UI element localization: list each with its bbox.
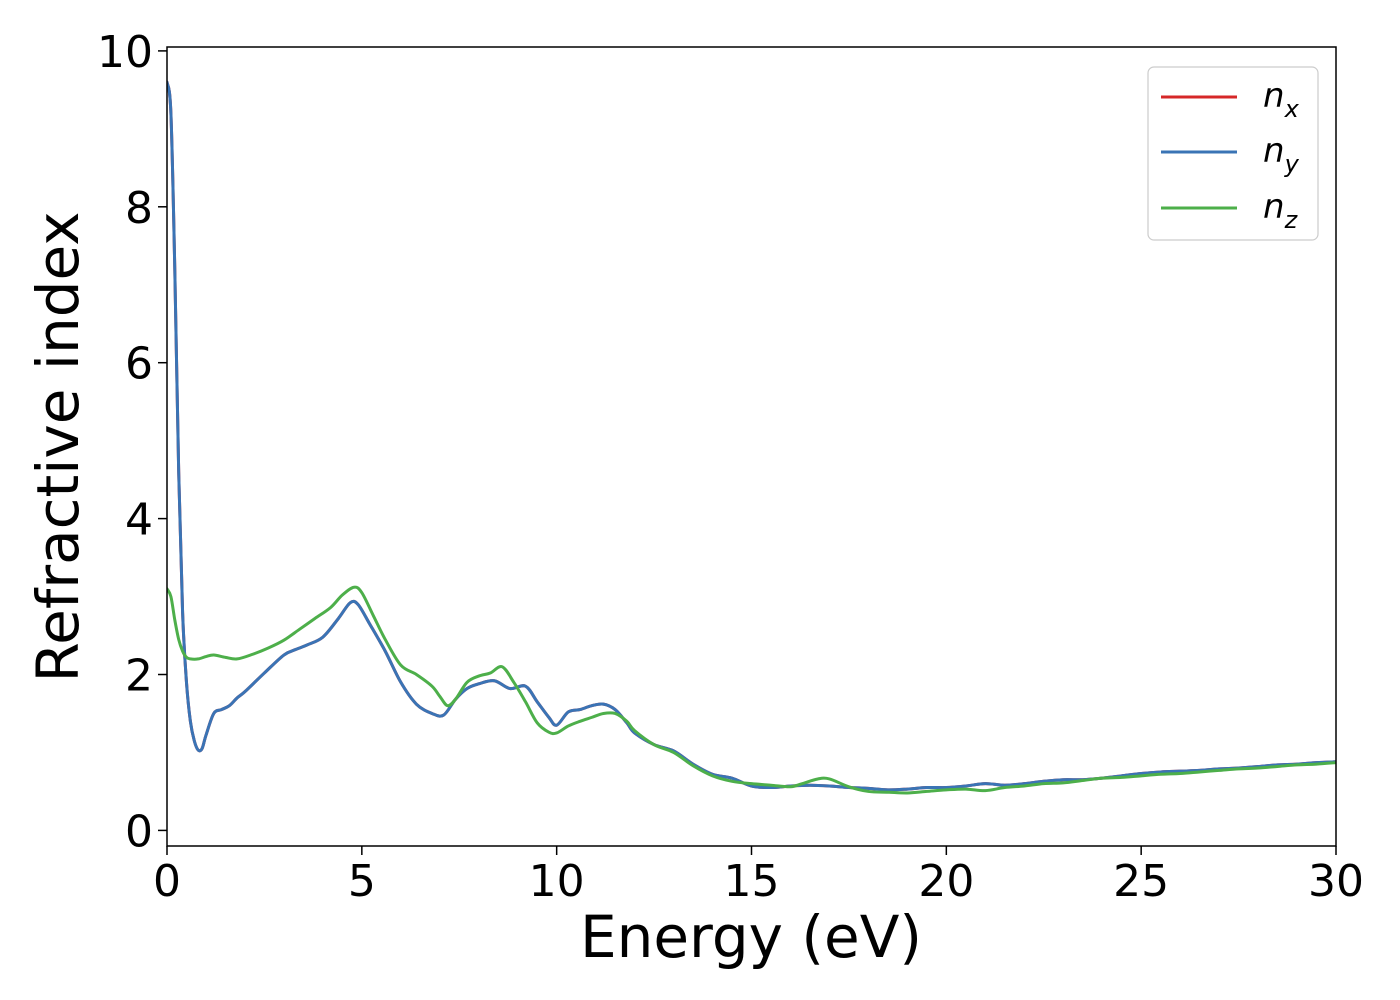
- series-line-ny: [167, 80, 1336, 792]
- x-tick-label: 20: [918, 856, 974, 907]
- x-tick-label: 25: [1113, 856, 1169, 907]
- x-tick-label: 5: [348, 856, 376, 907]
- x-tick-label: 10: [529, 856, 585, 907]
- series-layer: [167, 80, 1336, 795]
- x-tick-label: 0: [153, 856, 181, 907]
- y-tick-label: 0: [125, 806, 153, 857]
- y-tick-label: 2: [125, 651, 153, 702]
- legend: nx ny nz: [1147, 66, 1319, 241]
- y-tick-label: 10: [97, 27, 153, 78]
- legend-label-nx: nx: [1263, 76, 1300, 123]
- y-axis: 0 2 4 6 8 10: [97, 27, 167, 857]
- x-tick-label: 15: [724, 856, 780, 907]
- x-axis: 0 5 10 15 20 25 30: [153, 846, 1364, 907]
- x-axis-title: Energy (eV): [580, 903, 922, 971]
- y-tick-label: 8: [125, 183, 153, 234]
- legend-label-ny: ny: [1263, 131, 1300, 178]
- legend-label-nz: nz: [1263, 187, 1299, 234]
- y-tick-label: 4: [125, 495, 153, 546]
- x-tick-label: 30: [1308, 856, 1364, 907]
- series-line-nz: [167, 585, 1336, 795]
- y-tick-label: 6: [125, 339, 153, 390]
- y-axis-title: Refractive index: [24, 211, 92, 682]
